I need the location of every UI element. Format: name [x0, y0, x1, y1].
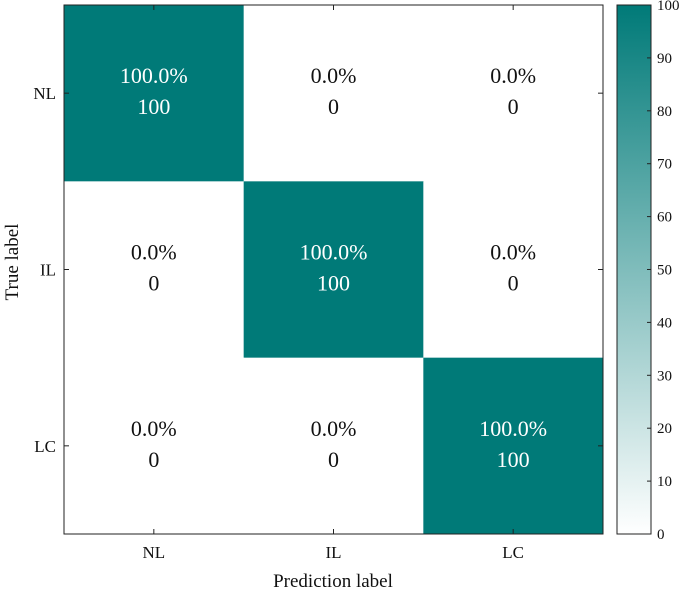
colorbar-tick-label: 20 [657, 421, 672, 437]
heatmap-cell-0-1 [243, 5, 424, 182]
x-axis-title: Prediction label [273, 571, 393, 591]
cell-percent-label: 0.0% [490, 63, 536, 88]
cell-count-label: 0 [148, 447, 159, 472]
cell-percent-label: 100.0% [120, 63, 188, 88]
cell-count-label: 0 [328, 447, 339, 472]
x-tick-label: LC [502, 543, 524, 562]
colorbar-tick-label: 90 [657, 51, 672, 67]
cell-percent-label: 0.0% [311, 63, 357, 88]
heatmap-cell-1-0 [64, 181, 245, 359]
cell-percent-label: 0.0% [490, 240, 536, 265]
cell-count-label: 0 [328, 94, 339, 119]
heatmap-cell-labels: 100.0% 100 0.0% 0 0.0% 0 0.0% 0 100.0% 100 0.0% 0 0.… [120, 63, 547, 472]
cell-percent-label: 0.0% [311, 416, 357, 441]
heatmap-cells [64, 5, 604, 535]
y-tick-label: NL [33, 84, 56, 103]
cell-count-label: 0 [148, 271, 159, 296]
colorbar-tick-label: 60 [657, 210, 672, 226]
cell-percent-label: 0.0% [131, 416, 177, 441]
colorbar-tick-label: 40 [657, 315, 672, 331]
cell-percent-label: 0.0% [131, 240, 177, 265]
x-tick-label: IL [325, 543, 341, 562]
colorbar-tick-label: 100 [657, 0, 680, 14]
heatmap-cell-2-2 [423, 357, 604, 535]
heatmap-cell-1-1 [243, 181, 424, 359]
colorbar-tick-label: 30 [657, 368, 672, 384]
axis-tick-labels: NL IL LC NL IL LC [33, 84, 524, 562]
cell-percent-label: 100.0% [479, 416, 547, 441]
cell-percent-label: 100.0% [300, 240, 368, 265]
colorbar [616, 4, 652, 535]
y-tick-label: LC [34, 437, 56, 456]
heatmap-cell-2-0 [64, 357, 245, 535]
colorbar-tick-label: 0 [657, 527, 665, 543]
cell-count-label: 0 [508, 271, 519, 296]
axis-ticks [64, 5, 603, 534]
cell-count-label: 100 [317, 271, 350, 296]
cell-count-label: 100 [497, 447, 530, 472]
cell-count-label: 100 [137, 94, 170, 119]
colorbar-tick-label: 80 [657, 104, 672, 120]
y-tick-label: IL [40, 261, 56, 280]
colorbar-tick-label: 50 [657, 263, 672, 279]
heatmap-cell-0-0 [64, 5, 245, 182]
x-tick-label: NL [142, 543, 165, 562]
cell-count-label: 0 [508, 94, 519, 119]
colorbar-ticks: 0 10 20 30 40 50 60 70 80 90 100 [647, 0, 680, 543]
heatmap-cell-2-1 [243, 357, 424, 535]
colorbar-tick-label: 70 [657, 157, 672, 173]
heatmap-cell-1-2 [423, 181, 604, 359]
y-axis-title: True label [2, 224, 23, 301]
colorbar-tick-label: 10 [657, 474, 672, 490]
heatmap-cell-0-2 [423, 5, 604, 182]
